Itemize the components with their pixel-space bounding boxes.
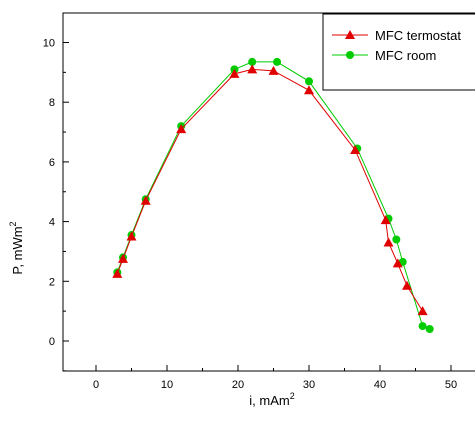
data-point	[350, 144, 361, 154]
series-line	[116, 61, 430, 330]
legend: MFC termostat MFC room	[322, 13, 475, 91]
data-point	[418, 322, 427, 331]
data-point	[392, 235, 401, 244]
legend-label: MFC termostat	[375, 28, 461, 43]
x-axis-label-sup: 2	[290, 391, 295, 401]
series-layer	[112, 57, 434, 334]
data-point	[229, 68, 240, 78]
series-room	[113, 57, 434, 334]
data-point	[417, 306, 428, 316]
x-tick-label: 0	[93, 379, 99, 391]
data-point	[126, 231, 137, 241]
data-point	[392, 258, 403, 268]
data-point	[273, 57, 282, 66]
data-point	[380, 215, 391, 225]
y-axis-ticks: 0 2 4 6 8 10	[43, 38, 69, 372]
y-tick-label: 4	[49, 217, 55, 229]
x-tick-label: 10	[161, 379, 173, 391]
legend-marker	[345, 30, 355, 39]
data-point	[112, 268, 123, 278]
x-tick-label: 40	[374, 379, 386, 391]
x-axis-ticks: 0 10 20 30 40 50	[93, 365, 457, 391]
data-point	[425, 325, 434, 334]
data-point	[117, 253, 128, 263]
data-point	[248, 57, 257, 66]
y-tick-label: 8	[49, 97, 55, 109]
y-tick-label: 10	[43, 38, 55, 50]
y-axis-label-text: P, mWm	[10, 226, 25, 274]
data-point	[383, 237, 394, 247]
data-point	[305, 77, 313, 86]
data-point	[304, 85, 314, 95]
y-tick-label: 0	[49, 336, 55, 348]
x-tick-label: 30	[303, 379, 315, 391]
data-point	[401, 280, 412, 290]
series-termostat	[112, 64, 428, 316]
x-axis-label: i, mAm2	[249, 391, 294, 408]
y-axis-label: P, mWm2	[8, 221, 25, 274]
y-tick-label: 2	[49, 276, 55, 288]
y-tick-label: 6	[49, 157, 55, 169]
x-tick-label: 20	[232, 379, 244, 391]
x-axis-label-text: i, mAm	[249, 393, 289, 408]
x-tick-label: 50	[445, 379, 457, 391]
y-axis-label-sup: 2	[8, 221, 18, 226]
legend-label: MFC room	[375, 48, 436, 63]
data-point	[140, 195, 151, 205]
legend-marker	[346, 51, 354, 59]
series-line	[116, 68, 424, 312]
data-point	[268, 65, 279, 75]
data-point	[176, 124, 187, 134]
data-point	[247, 64, 258, 74]
